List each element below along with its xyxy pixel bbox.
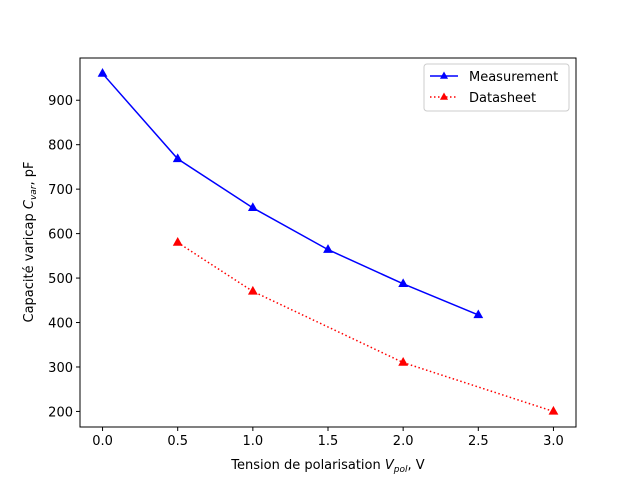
legend-box <box>423 63 570 112</box>
x-tick-label: 0.5 <box>167 434 188 449</box>
legend: Measurement Datasheet <box>423 63 570 112</box>
data-point-datasheet <box>247 285 258 295</box>
data-point-measurement <box>97 68 108 77</box>
y-tick-label: 500 <box>48 272 73 287</box>
x-tick-label: 2.5 <box>468 434 489 449</box>
x-tick-label: 1.0 <box>243 434 264 449</box>
series-layer <box>97 68 559 415</box>
legend-entry-datasheet: Datasheet <box>430 91 536 106</box>
series-line-datasheet <box>177 241 554 413</box>
legend-marker-measurement <box>439 71 449 79</box>
x-tick-label: 0.0 <box>92 434 113 449</box>
y-axis-ticks: 200 300 400 500 600 700 800 900 <box>48 94 80 420</box>
y-tick-label: 300 <box>48 361 73 376</box>
y-axis-label: Capacité varicap Cvar, pF <box>22 162 39 323</box>
plot-area <box>79 57 577 428</box>
data-point-measurement <box>473 309 484 319</box>
x-axis-ticks: 0.0 0.5 1.0 1.5 2.0 2.5 3.0 <box>92 427 564 449</box>
data-point-measurement <box>323 244 333 253</box>
x-tick-label: 1.5 <box>318 434 339 449</box>
y-tick-label: 800 <box>48 139 73 154</box>
x-tick-label: 2.0 <box>393 434 414 449</box>
y-tick-label: 900 <box>48 94 73 109</box>
x-tick-label: 3.0 <box>543 434 564 449</box>
data-point-datasheet <box>172 236 183 246</box>
y-tick-label: 600 <box>48 228 73 243</box>
legend-marker-datasheet <box>439 92 449 100</box>
y-tick-label: 700 <box>48 183 73 198</box>
legend-label-datasheet: Datasheet <box>469 91 536 106</box>
y-tick-label: 400 <box>48 317 73 332</box>
data-point-measurement <box>398 278 409 288</box>
legend-label-measurement: Measurement <box>469 70 558 85</box>
legend-entry-measurement: Measurement <box>430 70 558 85</box>
data-point-datasheet <box>398 357 409 366</box>
data-point-measurement <box>247 202 258 212</box>
series-line-measurement <box>101 73 479 316</box>
data-point-datasheet <box>548 405 559 415</box>
x-axis-label: Tension de polarisation Vpol, V <box>230 458 424 475</box>
y-tick-label: 200 <box>48 405 73 420</box>
data-point-measurement <box>172 153 183 163</box>
plot-frame <box>79 57 577 428</box>
